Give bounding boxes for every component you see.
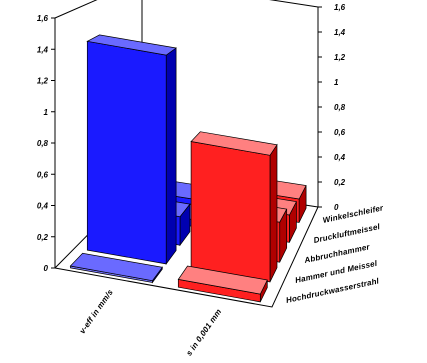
right-tick-label: 1,4 — [334, 28, 346, 37]
floor-front-edges — [54, 206, 319, 308]
bar-top-face — [190, 131, 278, 156]
category-label: Winkelschleifer — [322, 203, 385, 225]
left-tick-label: 0,6 — [37, 170, 49, 179]
left-tick-label: 0,8 — [37, 139, 49, 148]
bar-top-face — [177, 265, 268, 295]
bar-side-face — [269, 143, 278, 283]
right-tick-label: 0,2 — [334, 178, 346, 187]
series-axis-label: v-eff in mm/s — [78, 287, 115, 335]
right-tick-label: 0,4 — [334, 153, 346, 162]
right-tick-label: 0,8 — [334, 103, 346, 112]
left-tick-label: 0,4 — [37, 202, 49, 211]
bar-top-face — [86, 34, 177, 56]
right-tick-label: 0 — [334, 203, 339, 212]
bar-front-face — [190, 141, 271, 283]
right-tick-label: 1,2 — [334, 53, 346, 62]
left-tick-label: 1 — [44, 108, 49, 117]
left-tick-label: 1,6 — [37, 14, 49, 23]
right-tick-label: 1 — [334, 78, 339, 87]
chart-bars — [69, 34, 307, 303]
bar-top-face — [69, 252, 163, 282]
side-wall-top-edge — [54, 0, 98, 19]
left-tick-label: 0,2 — [37, 233, 49, 242]
series-axis-label: s in 0,001 mm — [184, 307, 223, 357]
right-tick-label: 0,6 — [334, 128, 346, 137]
left-tick-label: 1,2 — [37, 77, 49, 86]
back-wall-top-edge — [269, 0, 319, 8]
bar-side-face — [165, 47, 177, 265]
left-tick-label: 1,4 — [37, 45, 49, 54]
right-tick-label: 1,6 — [334, 3, 346, 12]
category-label: Druckluftmeissel — [313, 222, 382, 245]
bar-front-face — [86, 40, 167, 265]
left-tick-label: 0 — [44, 264, 49, 273]
